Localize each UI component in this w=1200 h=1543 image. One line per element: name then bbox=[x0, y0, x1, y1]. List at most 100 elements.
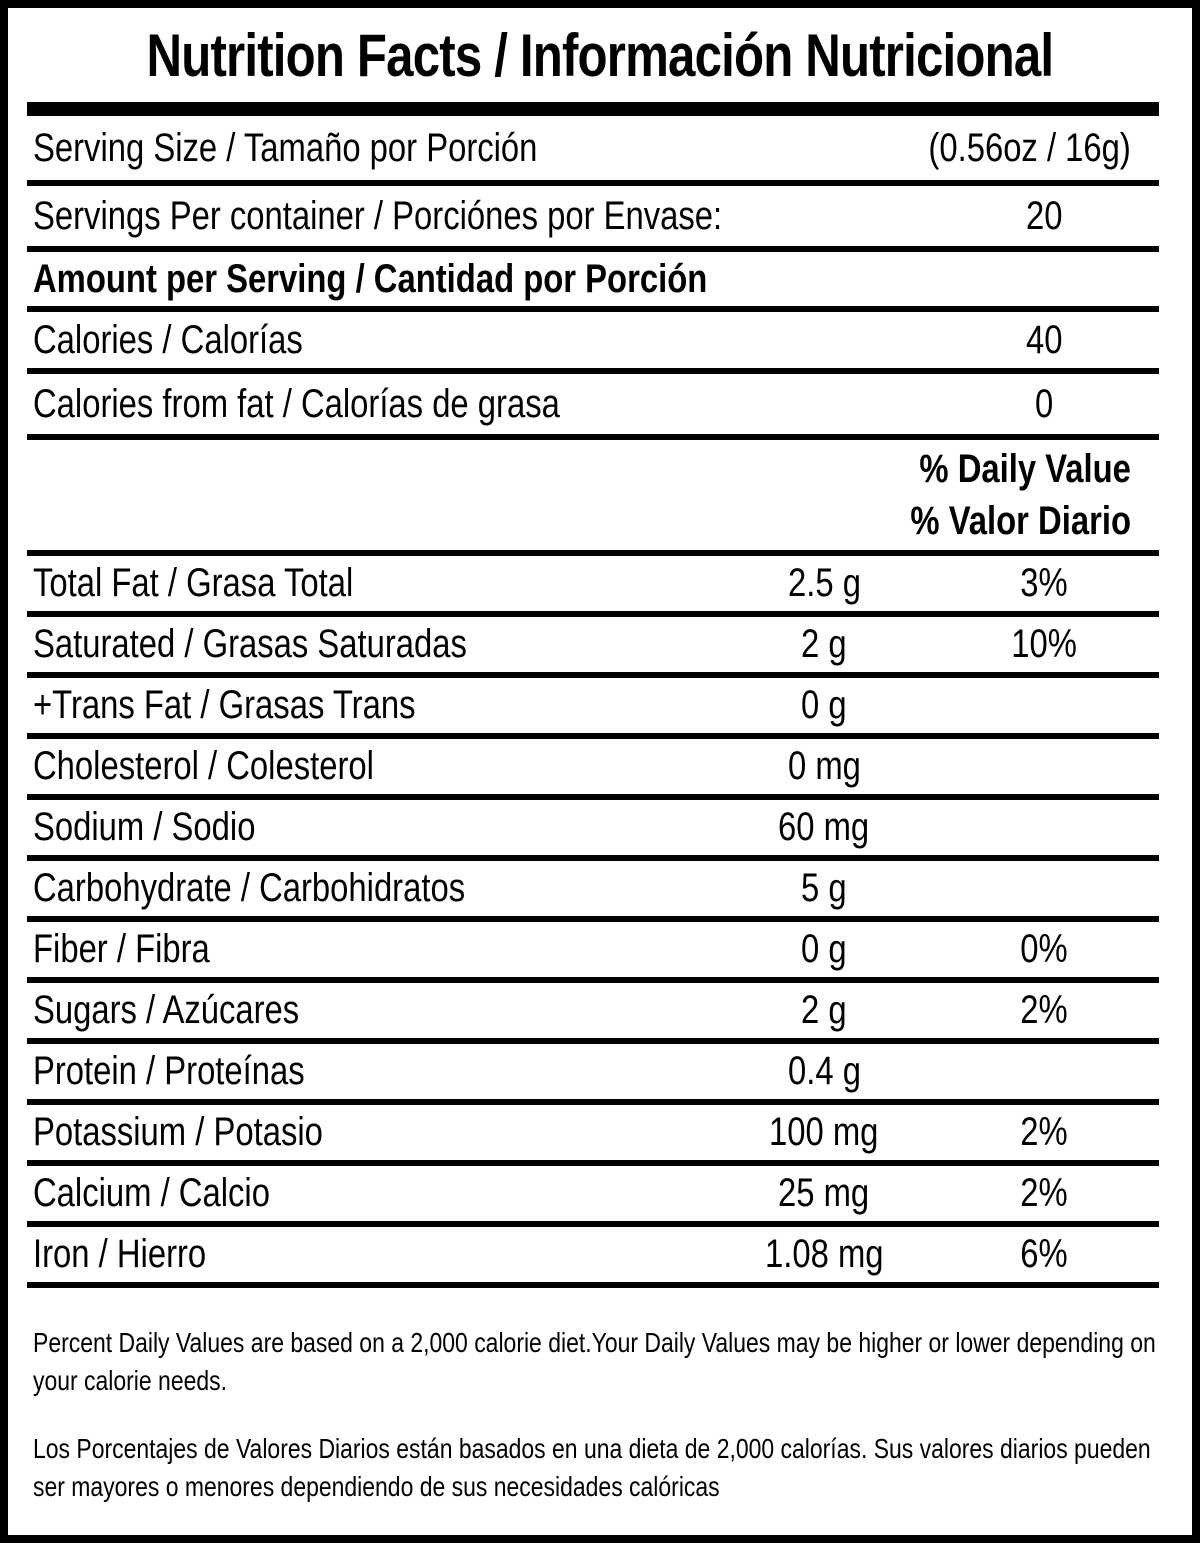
nutrient-dv-cell: 10% bbox=[929, 622, 1159, 667]
nutrient-label-cell: Cholesterol / Colesterol bbox=[27, 744, 719, 789]
nutrient-amount: 2 g bbox=[801, 988, 847, 1032]
nutrient-amount: 2 g bbox=[801, 622, 847, 666]
calories-from-fat-value-cell: 0 bbox=[929, 382, 1159, 427]
nutrient-label: +Trans Fat / Grasas Trans bbox=[33, 683, 416, 727]
nutrient-label-cell: Iron / Hierro bbox=[27, 1232, 719, 1277]
amount-per-serving-row: Amount per Serving / Cantidad por Porció… bbox=[27, 252, 1159, 312]
nutrient-row-calcium: Calcium / Calcio 25 mg 2% bbox=[27, 1166, 1159, 1227]
serving-size-value: (0.56oz / 16g) bbox=[928, 125, 1131, 170]
nutrient-amount: 100 mg bbox=[769, 1110, 879, 1154]
nutrient-label-cell: Sugars / Azúcares bbox=[27, 988, 719, 1033]
nutrient-label: Protein / Proteínas bbox=[33, 1049, 305, 1093]
nutrient-label: Sugars / Azúcares bbox=[33, 988, 300, 1032]
label-body: Serving Size / Tamaño por Porción (0.56o… bbox=[27, 102, 1159, 1535]
amount-per-serving-cell: Amount per Serving / Cantidad por Porció… bbox=[27, 257, 1159, 302]
nutrient-amount: 25 mg bbox=[778, 1171, 870, 1215]
nutrient-amount: 2.5 g bbox=[787, 561, 861, 605]
calories-row: Calories / Calorías 40 bbox=[27, 312, 1159, 374]
nutrient-label: Carbohydrate / Carbohidratos bbox=[33, 866, 466, 910]
serving-size-row: Serving Size / Tamaño por Porción (0.56o… bbox=[27, 116, 1159, 186]
nutrient-label-cell: Carbohydrate / Carbohidratos bbox=[27, 866, 719, 911]
daily-value-header-row: % Daily Value % Valor Diario bbox=[27, 440, 1159, 556]
nutrient-dv: 0% bbox=[1020, 927, 1068, 971]
nutrient-amount-cell: 2 g bbox=[719, 988, 929, 1033]
nutrient-row-carbohydrate: Carbohydrate / Carbohidratos 5 g bbox=[27, 861, 1159, 922]
serving-size-label: Serving Size / Tamaño por Porción bbox=[33, 125, 538, 170]
calories-value: 40 bbox=[1025, 317, 1063, 362]
nutrient-dv-cell: 2% bbox=[929, 1171, 1159, 1216]
calories-from-fat-label: Calories from fat / Calorías de grasa bbox=[33, 381, 560, 426]
page-title: Nutrition Facts / Información Nutriciona… bbox=[146, 21, 1055, 89]
nutrient-dv-cell: 2% bbox=[929, 988, 1159, 1033]
nutrient-amount-cell: 0 mg bbox=[719, 744, 929, 789]
nutrient-label: Iron / Hierro bbox=[33, 1232, 207, 1276]
nutrient-amount: 1.08 mg bbox=[764, 1232, 884, 1276]
amount-per-serving-header: Amount per Serving / Cantidad por Porció… bbox=[33, 256, 708, 301]
nutrient-dv: 10% bbox=[1011, 622, 1077, 666]
nutrient-row-cholesterol: Cholesterol / Colesterol 0 mg bbox=[27, 739, 1159, 800]
nutrient-dv-cell bbox=[929, 1049, 1159, 1094]
nutrient-amount-cell: 5 g bbox=[719, 866, 929, 911]
nutrient-dv: 3% bbox=[1020, 561, 1068, 605]
nutrient-amount: 60 mg bbox=[778, 805, 870, 849]
label-header: Nutrition Facts / Información Nutriciona… bbox=[8, 8, 1192, 102]
nutrient-row-sugars: Sugars / Azúcares 2 g 2% bbox=[27, 983, 1159, 1044]
nutrient-label-cell: Fiber / Fibra bbox=[27, 927, 719, 972]
nutrient-amount: 0 g bbox=[801, 927, 847, 971]
nutrient-label-cell: Potassium / Potasio bbox=[27, 1110, 719, 1155]
nutrient-dv-cell bbox=[929, 866, 1159, 911]
nutrient-dv: 2% bbox=[1020, 988, 1068, 1032]
calories-value-cell: 40 bbox=[929, 318, 1159, 363]
nutrient-row-total-fat: Total Fat / Grasa Total 2.5 g 3% bbox=[27, 556, 1159, 617]
servings-per-container-label: Servings Per container / Porciónes por E… bbox=[33, 193, 723, 238]
nutrient-dv-cell: 3% bbox=[929, 561, 1159, 606]
nutrient-amount-cell: 25 mg bbox=[719, 1171, 929, 1216]
nutrient-dv-cell bbox=[929, 805, 1159, 850]
nutrient-label-cell: Saturated / Grasas Saturadas bbox=[27, 622, 719, 667]
serving-size-value-cell: (0.56oz / 16g) bbox=[691, 126, 1159, 171]
servings-per-container-row: Servings Per container / Porciónes por E… bbox=[27, 186, 1159, 252]
title-divider-bar bbox=[27, 102, 1159, 116]
nutrient-label-cell: Total Fat / Grasa Total bbox=[27, 561, 719, 606]
calories-label-cell: Calories / Calorías bbox=[27, 318, 719, 363]
nutrient-label: Calcium / Calcio bbox=[33, 1171, 270, 1215]
nutrient-label-cell: Calcium / Calcio bbox=[27, 1171, 719, 1216]
nutrient-row-saturated-fat: Saturated / Grasas Saturadas 2 g 10% bbox=[27, 617, 1159, 678]
servings-per-container-label-cell: Servings Per container / Porciónes por E… bbox=[27, 193, 723, 239]
servings-per-container-value: 20 bbox=[1025, 193, 1063, 238]
nutrient-label-cell: +Trans Fat / Grasas Trans bbox=[27, 683, 719, 728]
nutrient-amount-cell: 100 mg bbox=[719, 1110, 929, 1155]
nutrient-amount: 5 g bbox=[801, 866, 847, 910]
nutrient-label: Cholesterol / Colesterol bbox=[33, 744, 374, 788]
nutrient-dv-cell: 6% bbox=[929, 1232, 1159, 1277]
nutrient-dv: 2% bbox=[1020, 1110, 1068, 1154]
nutrient-dv: 2% bbox=[1020, 1171, 1068, 1215]
nutrient-row-fiber: Fiber / Fibra 0 g 0% bbox=[27, 922, 1159, 983]
daily-value-header-es: % Valor Diario bbox=[910, 499, 1131, 543]
nutrient-amount-cell: 0.4 g bbox=[719, 1049, 929, 1094]
nutrient-dv-cell bbox=[929, 744, 1159, 789]
nutrient-amount: 0 g bbox=[801, 683, 847, 727]
nutrient-amount-cell: 0 g bbox=[719, 683, 929, 728]
nutrient-row-potassium: Potassium / Potasio 100 mg 2% bbox=[27, 1105, 1159, 1166]
footnote-spanish: Los Porcentajes de Valores Diarios están… bbox=[33, 1433, 1151, 1503]
nutrient-amount-cell: 2.5 g bbox=[719, 561, 929, 606]
nutrient-label-cell: Protein / Proteínas bbox=[27, 1049, 719, 1094]
nutrient-dv-cell bbox=[929, 683, 1159, 728]
nutrient-dv-cell: 0% bbox=[929, 927, 1159, 972]
nutrient-dv: 6% bbox=[1020, 1232, 1068, 1276]
serving-size-label-cell: Serving Size / Tamaño por Porción bbox=[27, 126, 691, 171]
nutrient-amount-cell: 60 mg bbox=[719, 805, 929, 850]
servings-per-container-value-cell: 20 bbox=[929, 194, 1159, 239]
daily-value-header-en: % Daily Value bbox=[919, 447, 1131, 491]
calories-from-fat-label-cell: Calories from fat / Calorías de grasa bbox=[27, 382, 719, 427]
nutrient-row-sodium: Sodium / Sodio 60 mg bbox=[27, 800, 1159, 861]
nutrient-amount: 0.4 g bbox=[787, 1049, 861, 1093]
nutrient-row-trans-fat: +Trans Fat / Grasas Trans 0 g bbox=[27, 678, 1159, 739]
nutrient-amount-cell: 1.08 mg bbox=[719, 1232, 929, 1277]
nutrient-amount-cell: 2 g bbox=[719, 622, 929, 667]
nutrient-label: Total Fat / Grasa Total bbox=[33, 561, 354, 605]
footnotes-section: Percent Daily Values are based on a 2,00… bbox=[27, 1288, 1159, 1535]
calories-from-fat-value: 0 bbox=[1034, 381, 1054, 426]
